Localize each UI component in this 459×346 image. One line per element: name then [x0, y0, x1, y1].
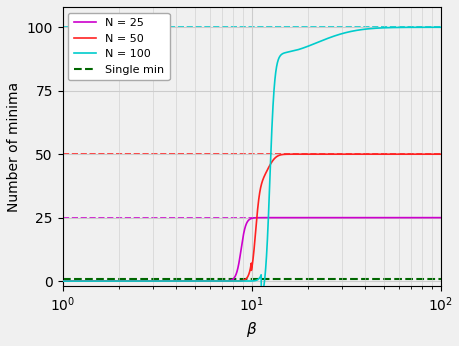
Y-axis label: Number of minima: Number of minima	[7, 82, 21, 212]
X-axis label: $\beta$: $\beta$	[246, 320, 257, 339]
Legend: N = 25, N = 50, N = 100, Single min: N = 25, N = 50, N = 100, Single min	[68, 12, 169, 80]
